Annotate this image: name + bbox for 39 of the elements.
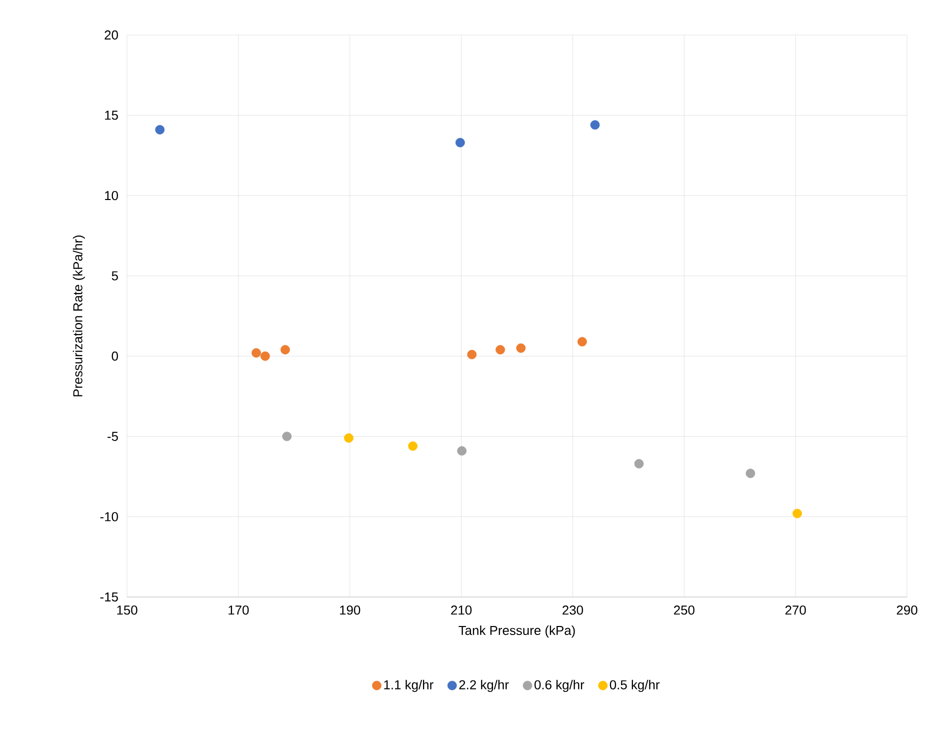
y-tick-label: -15 (100, 592, 118, 602)
x-tick-label: 150 (117, 606, 138, 615)
x-tick-label: 230 (562, 606, 584, 615)
point (408, 441, 418, 451)
x-tick-label: 170 (228, 606, 249, 615)
y-tick-label: 5 (112, 271, 118, 280)
y-tick-label: -5 (108, 432, 118, 441)
point (457, 446, 467, 456)
point (577, 336, 587, 346)
point (280, 345, 290, 354)
point (516, 343, 526, 353)
x-tick-label: 190 (340, 606, 360, 615)
point (792, 508, 802, 518)
y-tick-label: -10 (100, 512, 118, 522)
legend-label: 0.6 kg/hr (534, 680, 584, 692)
legend-label: 1.1 kg/hr (384, 680, 434, 692)
point (155, 125, 165, 134)
point (467, 350, 477, 360)
point (344, 433, 354, 443)
point (282, 432, 292, 442)
x-tick-label: 290 (896, 606, 918, 615)
y-tick-label: 10 (105, 190, 118, 200)
legend-label: 2.2 kg/hr (459, 680, 509, 692)
point (252, 348, 261, 358)
y-tick-label: 15 (105, 110, 118, 120)
point (590, 120, 600, 130)
legend-label: 0.5 kg/hr (610, 680, 660, 692)
point (496, 345, 505, 354)
point (746, 468, 756, 478)
x-tick-label: 270 (785, 606, 806, 615)
y-tick-label: 0 (112, 352, 118, 361)
point (260, 351, 270, 361)
x-tick-label: 210 (451, 606, 472, 615)
y-axis-title: Pressurization Rate (kPa/hr) (72, 235, 85, 396)
point (634, 459, 644, 468)
y-tick-label: 20 (104, 30, 118, 40)
x-tick-label: 250 (674, 606, 694, 615)
x-axis-title: Tank Pressure (kPa) (458, 626, 575, 638)
point (455, 138, 465, 148)
